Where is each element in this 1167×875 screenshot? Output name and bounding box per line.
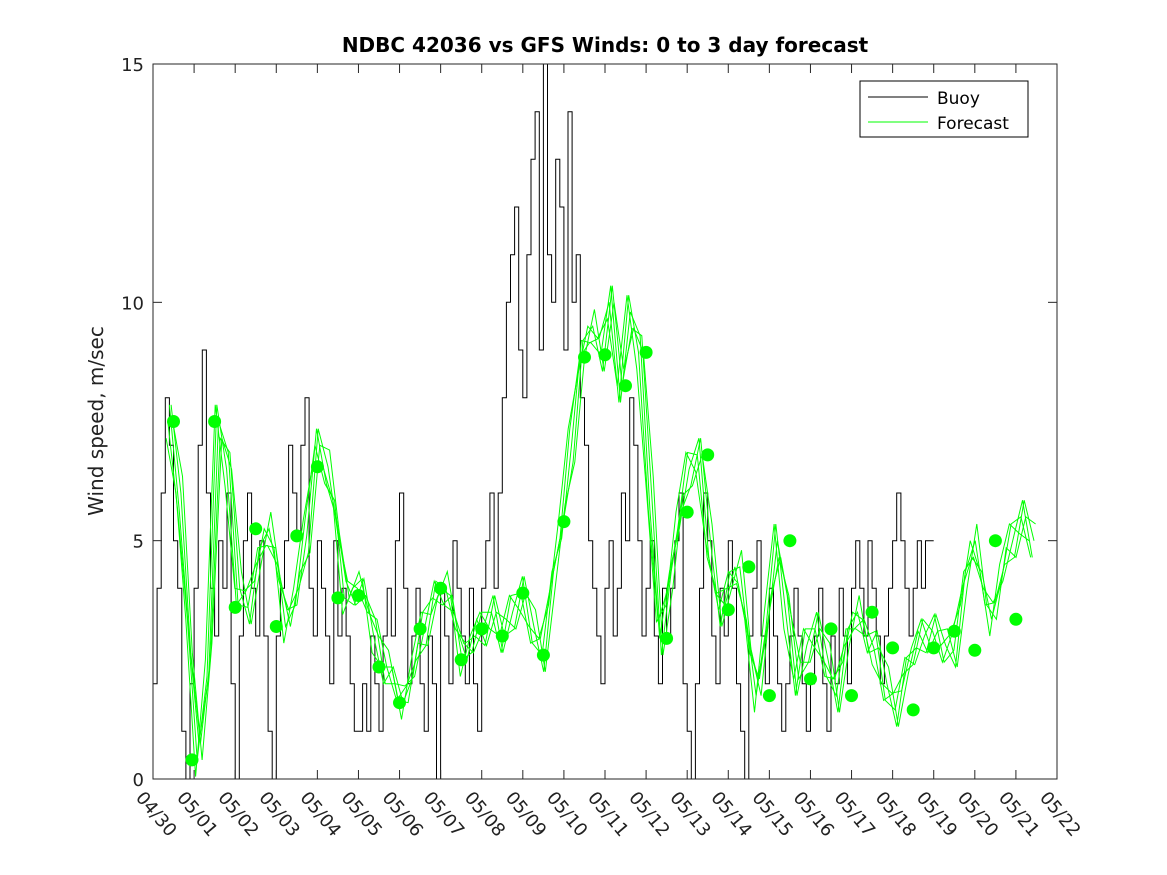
forecast-marker-16 — [495, 629, 509, 643]
series-forecast-line — [172, 302, 1036, 760]
forecast-marker-4 — [249, 522, 263, 536]
forecast-marker-37 — [927, 641, 941, 655]
forecast-marker-10 — [372, 660, 386, 674]
forecast-marker-17 — [516, 586, 530, 600]
legend: Buoy Forecast — [859, 80, 1029, 138]
forecast-marker-9 — [352, 589, 365, 602]
forecast-marker-13 — [434, 581, 448, 595]
forecast-marker-1 — [208, 415, 222, 428]
plot-area — [153, 64, 1057, 779]
forecast-marker-39 — [968, 643, 982, 657]
forecast-marker-21 — [598, 348, 612, 362]
y-tick-label: 0 — [133, 770, 144, 791]
forecast-marker-24 — [660, 631, 674, 645]
forecast-marker-8 — [331, 591, 345, 605]
forecast-marker-40 — [988, 534, 1002, 548]
forecast-marker-35 — [886, 641, 900, 655]
forecast-marker-12 — [413, 622, 427, 636]
legend-box — [859, 80, 1029, 138]
legend-forecast-label: Forecast — [937, 114, 1009, 134]
forecast-marker-38 — [947, 624, 961, 638]
forecast-marker-22 — [619, 379, 632, 393]
forecast-marker-33 — [845, 689, 858, 703]
series-buoy-line — [153, 64, 934, 779]
forecast-marker-2 — [185, 753, 199, 767]
forecast-marker-32 — [824, 622, 838, 636]
forecast-marker-41 — [1009, 612, 1023, 626]
forecast-marker-26 — [701, 448, 715, 462]
forecast-marker-11 — [393, 696, 406, 710]
forecast-marker-7 — [310, 460, 324, 474]
forecast-marker-34 — [865, 605, 879, 619]
y-axis-label: Wind speed, m/sec — [84, 326, 108, 516]
y-tick-label: 5 — [133, 532, 144, 553]
forecast-marker-0 — [167, 415, 180, 428]
forecast-marker-18 — [536, 648, 550, 662]
forecast-marker-27 — [721, 603, 735, 617]
chart-title: NDBC 42036 vs GFS Winds: 0 to 3 day fore… — [342, 33, 869, 57]
y-tick-label: 10 — [121, 293, 144, 314]
forecast-marker-3 — [228, 600, 242, 614]
forecast-marker-25 — [680, 505, 694, 519]
forecast-marker-36 — [906, 703, 920, 717]
forecast-marker-31 — [804, 672, 817, 686]
y-tick-label: 15 — [121, 55, 144, 76]
forecast-marker-19 — [557, 515, 571, 529]
forecast-marker-6 — [290, 529, 304, 543]
legend-buoy-label: Buoy — [937, 89, 980, 109]
forecast-marker-15 — [475, 622, 489, 636]
forecast-marker-23 — [639, 345, 653, 359]
forecast-marker-29 — [762, 689, 776, 703]
forecast-marker-5 — [269, 620, 283, 633]
forecast-marker-28 — [742, 560, 756, 574]
forecast-marker-20 — [578, 350, 591, 364]
forecast-marker-30 — [783, 534, 797, 548]
forecast-marker-14 — [454, 653, 468, 667]
